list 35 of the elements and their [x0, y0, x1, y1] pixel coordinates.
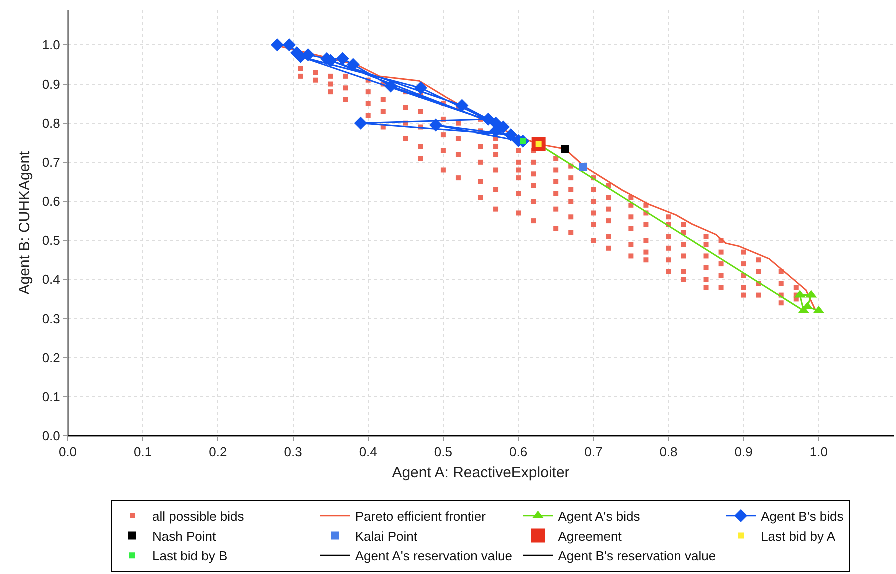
y-tick-label: 0.9	[42, 76, 60, 92]
y-tick-label: 0.2	[42, 350, 60, 366]
y-tick-label: 0.3	[42, 311, 60, 326]
x-tick-label: 0.4	[359, 444, 378, 460]
x-tick-label: 0.8	[660, 444, 678, 460]
legend-label: Agent A's reservation value	[355, 548, 512, 564]
legend-label: all possible bids	[152, 508, 245, 524]
x-tick-label: 0.1	[134, 444, 152, 460]
legend-label: Last bid by A	[761, 528, 836, 544]
y-tick-label: 1.0	[42, 38, 60, 53]
legend-label: Agent B's bids	[761, 508, 844, 524]
y-tick-label: 0.0	[42, 428, 60, 444]
x-tick-label: 0.9	[734, 444, 753, 460]
legend-label: Kalai Point	[355, 528, 418, 544]
x-tick-label: 0.7	[584, 444, 603, 460]
x-tick-label: 0.2	[209, 444, 228, 460]
legend-label: Agent A's bids	[558, 508, 641, 524]
x-tick-label: 1.0	[810, 444, 828, 460]
y-axis-title: Agent B: CUHKAgent	[16, 150, 34, 295]
y-tick-label: 0.4	[42, 272, 60, 288]
y-tick-label: 0.6	[42, 194, 60, 210]
legend-label: Pareto efficient frontier	[355, 508, 487, 524]
x-tick-label: 0.5	[434, 444, 452, 460]
y-tick-label: 0.5	[42, 233, 60, 248]
y-tick-label: 0.1	[42, 389, 60, 404]
x-tick-label: 0.0	[58, 444, 78, 460]
legend-label: Agent B's reservation value	[558, 548, 716, 564]
legend-label: Agreement	[558, 528, 622, 544]
x-tick-label: 0.3	[284, 444, 302, 460]
legend-label: Last bid by B	[152, 548, 228, 564]
x-tick-label: 0.6	[510, 444, 528, 460]
y-tick-label: 0.8	[42, 116, 60, 131]
y-tick-label: 0.7	[42, 154, 60, 170]
x-axis-title: Agent A: ReactiveExploiter	[392, 464, 570, 482]
legend-label: Nash Point	[152, 528, 216, 544]
